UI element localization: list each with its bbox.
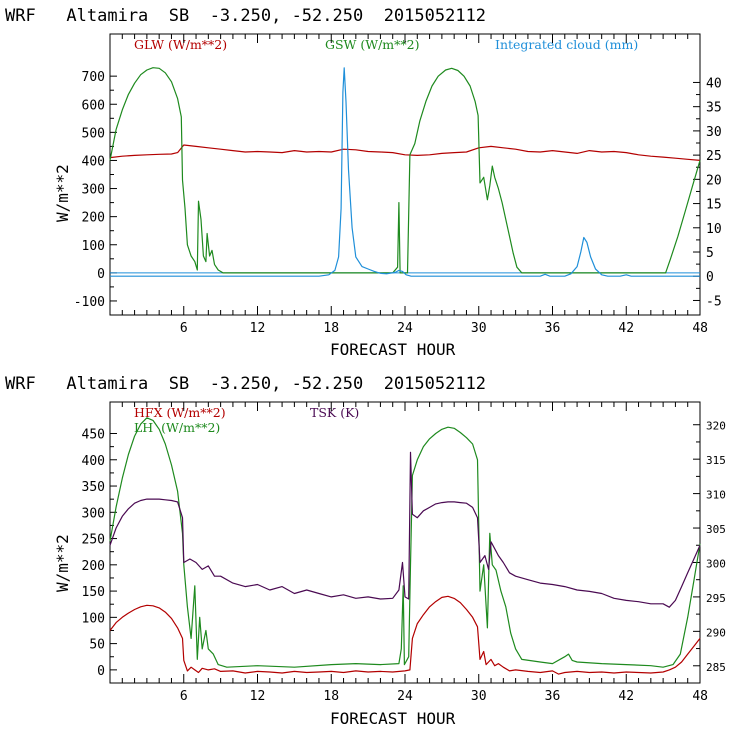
chart-title: WRF Altamira SB -3.250, -52.250 20150521… xyxy=(5,374,486,394)
y-tick-label: 700 xyxy=(82,70,105,85)
y2-tick-label: 35 xyxy=(706,101,722,116)
y2-tick-label: 15 xyxy=(706,198,722,213)
chart-panel-radiation: WRF Altamira SB -3.250, -52.250 20150521… xyxy=(5,6,722,359)
x-tick-label: 36 xyxy=(545,321,561,336)
y2-tick-label: 40 xyxy=(706,76,722,91)
y-tick-label: 350 xyxy=(82,480,105,495)
x-tick-label: 42 xyxy=(618,689,634,704)
legend-gsw: GSW (W/m**2) xyxy=(325,37,420,52)
y-axis-label: W/m**2 xyxy=(53,534,72,592)
y-tick-label: 300 xyxy=(82,506,105,521)
x-tick-label: 30 xyxy=(471,321,487,336)
x-tick-label: 48 xyxy=(692,321,708,336)
y-tick-label: 150 xyxy=(82,585,105,600)
y2-tick-label: 320 xyxy=(706,420,726,433)
y-tick-label: 0 xyxy=(97,664,105,679)
y-tick-label: 400 xyxy=(82,154,105,169)
y2-tick-label: 305 xyxy=(706,523,726,536)
plot-area: 6 12 18 24 30 36 42 48-100010020030040050060070… xyxy=(74,34,722,336)
y2-tick-label: 30 xyxy=(706,125,722,140)
y-tick-label: 300 xyxy=(82,183,105,198)
x-tick-label: 48 xyxy=(692,689,708,704)
y-tick-label: 400 xyxy=(82,454,105,469)
x-tick-label: 42 xyxy=(618,321,634,336)
x-tick-label: 24 xyxy=(397,689,413,704)
y-axis-label: W/m**2 xyxy=(53,164,72,222)
y-tick-label: -100 xyxy=(74,295,105,310)
x-axis-label: FORECAST HOUR xyxy=(330,709,456,728)
y2-tick-label: -5 xyxy=(706,294,722,309)
y2-tick-label: 25 xyxy=(706,149,722,164)
y2-tick-label: 5 xyxy=(706,246,714,261)
plot-area: 6 12 18 24 30 36 42 48 0 50 100 150 200 250 300 350 400 4… xyxy=(82,402,726,704)
x-tick-label: 30 xyxy=(471,689,487,704)
y2-tick-label: 295 xyxy=(706,592,726,605)
y2-tick-label: 10 xyxy=(706,222,722,237)
x-tick-label: 24 xyxy=(397,321,413,336)
legend-tsk: TSK (K) xyxy=(310,405,359,420)
y-tick-label: 500 xyxy=(82,126,105,141)
series-line-cloud xyxy=(110,67,700,277)
x-tick-label: 6 xyxy=(180,689,188,704)
y-tick-label: 100 xyxy=(82,611,105,626)
y2-tick-label: 315 xyxy=(706,454,726,467)
series-line-tsk xyxy=(109,451,701,608)
y-tick-label: 200 xyxy=(82,559,105,574)
legend-cloud: Integrated cloud (mm) xyxy=(495,37,638,52)
y-tick-label: 100 xyxy=(82,239,105,254)
legend-glw: GLW (W/m**2) xyxy=(134,37,227,52)
y2-tick-label: 285 xyxy=(706,661,726,674)
y-tick-label: 200 xyxy=(82,211,105,226)
y-tick-label: 0 xyxy=(97,267,105,282)
y2-tick-label: 310 xyxy=(706,489,726,502)
y-tick-label: 600 xyxy=(82,98,105,113)
legend-lh: LH (W/m**2) xyxy=(134,420,220,435)
y2-tick-label: 0 xyxy=(706,270,714,285)
x-tick-label: 18 xyxy=(323,321,339,336)
y-tick-label: 450 xyxy=(82,428,105,443)
x-axis-label: FORECAST HOUR xyxy=(330,340,456,359)
series-line-hfx xyxy=(109,595,701,675)
x-tick-label: 6 xyxy=(180,321,188,336)
y2-tick-label: 20 xyxy=(706,173,722,188)
y2-tick-label: 290 xyxy=(706,626,726,639)
y2-tick-label: 300 xyxy=(706,557,726,570)
legend-hfx: HFX (W/m**2) xyxy=(134,405,226,420)
x-tick-label: 36 xyxy=(545,689,561,704)
x-tick-label: 12 xyxy=(250,321,266,336)
chart-title: WRF Altamira SB -3.250, -52.250 20150521… xyxy=(5,6,486,26)
x-tick-label: 12 xyxy=(250,689,266,704)
y-tick-label: 50 xyxy=(89,638,105,653)
chart-panel-fluxes: WRF Altamira SB -3.250, -52.250 20150521… xyxy=(5,374,726,728)
x-tick-label: 18 xyxy=(323,689,339,704)
series-line-glw xyxy=(109,144,701,161)
y-tick-label: 250 xyxy=(82,533,105,548)
